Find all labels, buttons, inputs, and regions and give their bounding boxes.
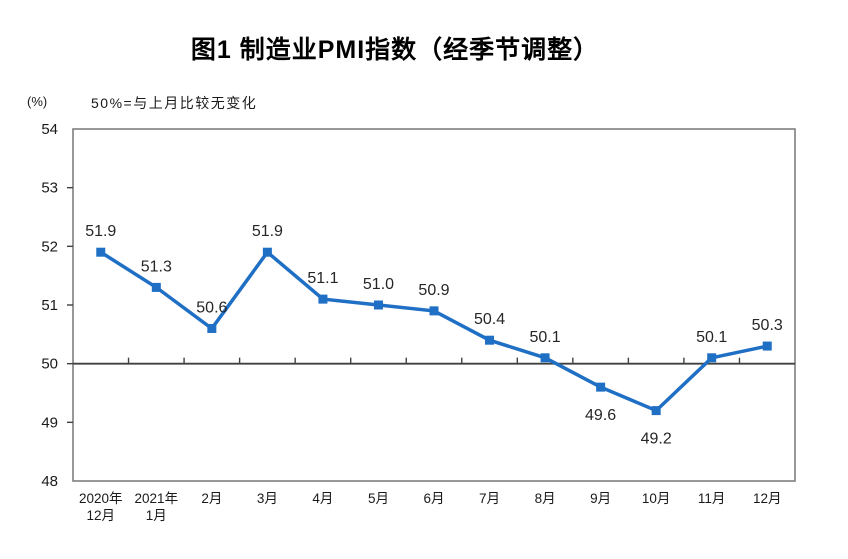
data-point-marker — [707, 353, 717, 363]
x-axis-tick-label: 8月 — [535, 491, 556, 506]
x-axis-tick-label: 2020年 — [79, 491, 123, 506]
data-point-label: 50.6 — [196, 299, 227, 316]
x-axis-tick-label: 4月 — [312, 491, 333, 506]
data-point-label: 51.1 — [307, 270, 338, 287]
data-point-marker — [207, 323, 217, 333]
x-axis-tick-label: 2021年 — [135, 491, 179, 506]
data-point-marker — [429, 306, 439, 316]
y-axis-tick-label: 52 — [41, 238, 58, 255]
x-axis-tick-label: 6月 — [423, 491, 444, 506]
data-point-marker — [373, 300, 383, 310]
data-point-marker — [262, 247, 272, 257]
y-axis-tick-label: 54 — [41, 121, 58, 138]
x-axis-tick-label: 11月 — [698, 491, 726, 506]
data-point-label: 49.2 — [641, 431, 672, 448]
data-point-label: 51.9 — [85, 223, 116, 240]
data-point-label: 50.1 — [530, 329, 561, 346]
data-point-marker — [651, 406, 661, 416]
x-axis-tick-label: 3月 — [257, 491, 278, 506]
data-point-marker — [540, 353, 550, 363]
pmi-line-series — [99, 249, 768, 413]
reference-note: 50%=与上月比较无变化 — [91, 95, 258, 111]
x-axis-tick-label: 12月 — [753, 491, 782, 506]
data-point-label: 49.6 — [585, 407, 616, 424]
data-point-label: 50.4 — [474, 311, 505, 328]
x-axis-tick-label: 12月 — [87, 508, 116, 523]
y-axis-tick-label: 51 — [41, 297, 58, 314]
y-axis-tick-label: 49 — [41, 414, 58, 431]
data-point-marker — [762, 341, 772, 351]
chart-title: 图1 制造业PMI指数（经季节调整） — [190, 36, 600, 64]
x-axis-tick-label: 2月 — [201, 491, 222, 506]
y-axis-tick-label: 50 — [41, 356, 58, 373]
x-axis-tick-label: 9月 — [590, 491, 611, 506]
data-point-marker — [596, 382, 606, 392]
y-axis-tick-label: 48 — [41, 473, 58, 490]
data-point-marker — [96, 247, 106, 257]
data-point-label: 50.3 — [752, 317, 783, 334]
x-axis-tick-label: 5月 — [368, 491, 389, 506]
data-point-label: 50.1 — [696, 329, 727, 346]
data-point-label: 51.3 — [141, 258, 172, 275]
x-axis-tick-label: 7月 — [479, 491, 500, 506]
data-point-marker — [485, 335, 495, 345]
x-axis-tick-label: 1月 — [146, 508, 167, 523]
data-point-label: 50.9 — [418, 282, 449, 299]
y-axis-tick-label: 53 — [41, 180, 58, 197]
data-point-marker — [318, 294, 328, 304]
data-point-marker — [151, 282, 161, 292]
y-axis-unit-label: (%) — [27, 94, 48, 109]
data-point-label: 51.0 — [363, 276, 394, 293]
data-point-label: 51.9 — [252, 223, 283, 240]
x-axis-tick-label: 10月 — [642, 491, 671, 506]
